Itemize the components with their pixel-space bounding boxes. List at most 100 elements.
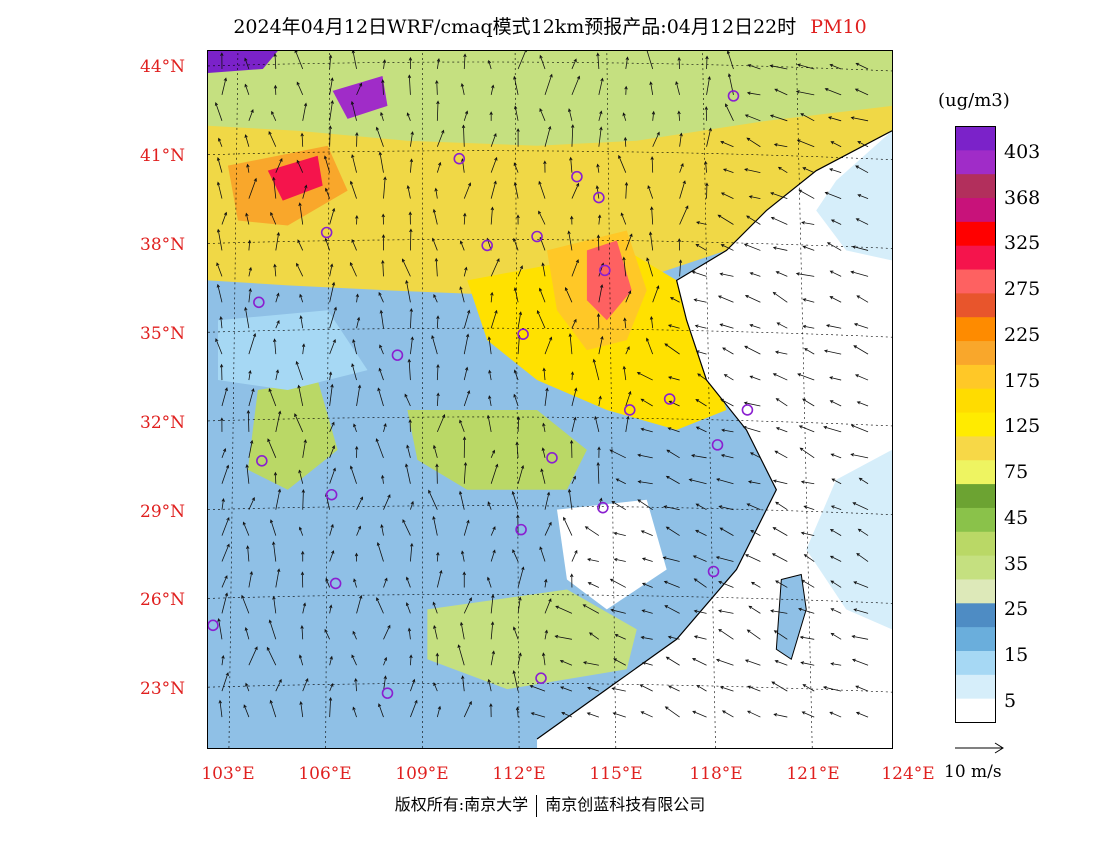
wind-arrow: [275, 158, 283, 173]
wind-arrow: [299, 293, 304, 303]
wind-arrow: [216, 262, 223, 277]
wind-arrow: [597, 446, 601, 458]
wind-arrow: [512, 626, 519, 640]
wind-arrow: [490, 206, 495, 225]
wind-arrow: [717, 214, 734, 225]
wind-arrow: [567, 230, 573, 251]
wind-arrow: [663, 580, 680, 588]
wind-arrow: [248, 646, 258, 666]
wind-arrow: [244, 57, 250, 70]
wind-arrow: [407, 358, 411, 381]
wind-arrow: [625, 390, 632, 407]
wind-arrow: [750, 581, 761, 588]
wind-arrow: [517, 51, 527, 70]
wind-arrow: [275, 678, 282, 692]
wind-arrow: [273, 53, 277, 69]
wind-arrow: [381, 259, 385, 277]
wind-arrow: [433, 624, 438, 640]
lat-label: 29°N: [140, 502, 186, 522]
wind-arrow: [692, 555, 707, 562]
wind-arrow: [355, 132, 359, 147]
wind-arrow: [665, 526, 680, 536]
wind-arrow: [618, 154, 627, 173]
wind-arrow: [795, 90, 815, 96]
wind-arrow: [570, 124, 575, 147]
wind-arrow: [463, 333, 470, 355]
wind-arrow: [530, 712, 546, 718]
wind-arrow: [722, 168, 734, 174]
wind-arrow: [221, 543, 230, 562]
wind-arrow: [857, 141, 869, 148]
station-marker: [593, 191, 605, 204]
colorbar-swatch: [955, 269, 996, 294]
colorbar-swatch: [955, 603, 996, 628]
wind-arrow: [490, 549, 496, 562]
wind-arrow: [458, 490, 465, 510]
wind-arrow: [796, 63, 815, 70]
wind-arrow: [329, 604, 333, 614]
wind-arrow: [744, 114, 761, 122]
wind-arrow: [640, 711, 653, 718]
purple-patch: [332, 75, 388, 119]
wind-arrow: [725, 103, 734, 121]
wind-arrow: [459, 286, 465, 303]
wind-arrow: [640, 427, 653, 433]
colorbar-swatch: [955, 198, 996, 223]
wind-arrow: [588, 632, 600, 640]
station-marker: [515, 523, 527, 536]
wind-arrow: [827, 116, 842, 122]
wind-arrow: [298, 526, 304, 536]
wind-arrow: [773, 143, 788, 148]
colorbar-swatch: [955, 507, 996, 533]
wind-arrow: [544, 73, 553, 96]
wind-arrow: [214, 102, 223, 121]
wind-arrow: [490, 291, 494, 303]
wind-arrow: [246, 545, 250, 562]
colorbar-swatch: [955, 674, 996, 700]
wind-arrow: [461, 124, 466, 147]
wind-arrow: [409, 654, 413, 666]
wind-arrow: [486, 414, 492, 432]
wind-arrow: [302, 602, 307, 614]
wind-arrow: [328, 125, 332, 147]
wind-arrow: [514, 105, 519, 121]
wind-arrow: [615, 478, 626, 485]
wind-arrow: [436, 551, 440, 562]
wind-arrow: [851, 658, 869, 666]
wind-arrow: [407, 74, 412, 95]
wind-arrow: [801, 579, 815, 588]
wind-arrow: [219, 363, 224, 381]
wind-arrow: [294, 51, 304, 70]
wind-arrow: [696, 685, 707, 692]
wind-arrow: [688, 478, 707, 485]
wind-arrow: [302, 102, 308, 121]
wind-arrow: [378, 291, 384, 303]
wind-arrow: [272, 541, 277, 562]
wind-arrow: [744, 345, 761, 355]
colorbar-label: 35: [1004, 553, 1029, 575]
wind-arrow: [405, 576, 411, 588]
wind-arrow: [512, 549, 519, 562]
wind-arrow: [463, 390, 471, 407]
wind-arrow: [613, 557, 626, 562]
wind-arrow: [490, 449, 496, 458]
wind-arrow: [404, 393, 411, 407]
wind-arrow: [517, 652, 522, 666]
wind-arrow: [463, 366, 469, 381]
wind-arrow: [694, 324, 707, 329]
wind-arrow: [555, 605, 573, 614]
wind-arrow: [328, 371, 333, 381]
wind-arrow: [408, 211, 412, 225]
wind-arrow: [432, 601, 438, 614]
wind-arrow: [769, 114, 788, 122]
station-markers: [208, 90, 754, 699]
wind-arrow: [302, 184, 308, 199]
wind-arrow: [677, 238, 682, 251]
wind-arrow: [772, 291, 788, 303]
wind-arrow: [829, 376, 842, 381]
units-label: (ug/m3): [938, 90, 1010, 111]
wind-arrow: [488, 395, 492, 407]
wind-arrow: [625, 415, 630, 432]
wind-arrow: [296, 159, 304, 173]
wind-arrow: [349, 180, 357, 199]
